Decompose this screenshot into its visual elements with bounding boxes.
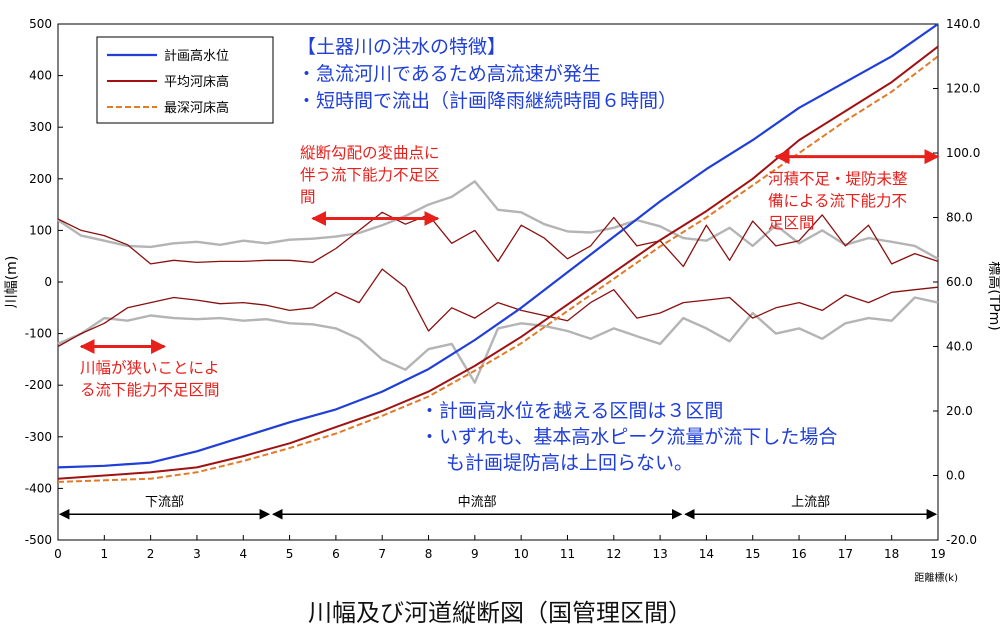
x-tick-label: 7: [378, 547, 386, 561]
x-tick-label: 6: [332, 547, 340, 561]
right-tick-label: 40.0: [946, 340, 973, 354]
right-tick-label: 100.0: [946, 146, 980, 160]
features-title: 【土器川の洪水の特徴】: [297, 36, 506, 58]
x-tick-label: 18: [884, 547, 899, 561]
river-width-line: [57, 296, 939, 384]
x-tick-label: 15: [745, 547, 760, 561]
red-note-mid-line-1: 縦断勾配の変曲点に: [300, 144, 440, 162]
right-tick-label: 20.0: [946, 404, 973, 418]
right-tick-label: 140.0: [946, 17, 980, 31]
x-tick-label: 13: [652, 547, 667, 561]
x-tick-label: 1: [100, 547, 108, 561]
right-tick-label: 0.0: [946, 469, 965, 483]
left-tick-label: 100: [29, 223, 52, 237]
legend: 計画高水位 平均河床高 最深河床高: [96, 36, 274, 124]
left-tick-label: 300: [29, 120, 52, 134]
left-tick-label: -400: [25, 481, 52, 495]
right-axis-ticks: 140.0 120.0 100.0 80.0 60.0 40.0 20.0 0.0 -20.0: [933, 17, 980, 547]
section-label: 上流部: [791, 495, 830, 510]
left-tick-label: -200: [25, 378, 52, 392]
section-arrows: 下流部 中流部 上流部: [58, 495, 938, 520]
section-label: 下流部: [145, 495, 184, 510]
left-tick-label: 500: [29, 17, 52, 31]
river-width-line: [57, 180, 939, 260]
deepest-bed-elevation-line: [57, 55, 939, 483]
x-axis-ticks: 0 1 2 3 4 5 6 7 8 9 10 11 12 13 14 15 16 17 18 19: [54, 535, 946, 561]
plan-high-water-level-line: [57, 23, 939, 469]
x-tick-label: 8: [425, 547, 433, 561]
x-tick-label: 4: [239, 547, 247, 561]
left-tick-label: -300: [25, 430, 52, 444]
right-tick-label: -20.0: [946, 533, 977, 547]
x-tick-label: 19: [930, 547, 945, 561]
section-label: 中流部: [458, 495, 497, 510]
x-tick-label: 2: [147, 547, 155, 561]
right-tick-label: 60.0: [946, 275, 973, 289]
x-tick-label: 16: [791, 547, 806, 561]
left-tick-label: 200: [29, 172, 52, 186]
x-tick-label: 3: [193, 547, 201, 561]
red-note-left-line-2: る流下能力不足区間: [80, 381, 220, 399]
legend-label-avg-bed: 平均河床高: [164, 74, 229, 90]
bottom-note-3: も計画堤防高は上回らない。: [446, 452, 693, 474]
right-tick-label: 120.0: [946, 82, 980, 96]
average-bed-elevation-line: [57, 45, 939, 480]
legend-label-deep-bed: 最深河床高: [164, 100, 229, 116]
bottom-note-1: ・計画高水位を越える区間は３区間: [420, 400, 723, 422]
x-tick-label: 5: [286, 547, 294, 561]
features-item-1: ・急流河川であるため高流速が発生: [297, 63, 601, 85]
left-tick-label: -100: [25, 327, 52, 341]
river-width-lines: [57, 180, 939, 384]
x-tick-label: 12: [606, 547, 621, 561]
x-axis-title: 距離標(k): [914, 571, 958, 584]
low-water-channel-line: [57, 211, 939, 268]
left-tick-label: -500: [25, 533, 52, 547]
red-note-right-line-2: 備による流下能力不: [768, 192, 907, 210]
x-tick-label: 14: [699, 547, 714, 561]
features-item-2: ・短時間で流出（計画降雨継続時間６時間）: [297, 90, 677, 112]
shortage-arrows: [79, 149, 940, 354]
low-water-channel-line: [57, 268, 939, 348]
x-tick-label: 0: [54, 547, 62, 561]
red-note-mid-line-2: 伴う流下能力不足区: [300, 166, 440, 184]
right-axis-title: 標高(TPm): [986, 261, 1000, 331]
left-tick-label: 400: [29, 69, 52, 83]
right-tick-label: 80.0: [946, 211, 973, 225]
bottom-note-2: ・いずれも、基本高水ピーク流量が流下した場合: [420, 426, 837, 448]
x-tick-label: 9: [471, 547, 479, 561]
red-note-right-line-3: 足区間: [768, 214, 815, 232]
low-water-channel-lines: [57, 211, 939, 348]
profile-lines: [57, 23, 939, 483]
red-note-right-line-1: 河積不足・堤防未整: [768, 170, 908, 188]
left-axis-ticks: 500 400 300 200 100 0 -100 -200 -300 -400 -500: [25, 17, 63, 547]
x-tick-label: 10: [514, 547, 529, 561]
red-note-mid-line-3: 間: [300, 188, 316, 206]
x-tick-label: 17: [838, 547, 853, 561]
red-note-left-line-1: 川幅が狭いことによ: [80, 359, 220, 377]
legend-label-plan-wl: 計画高水位: [164, 48, 229, 64]
left-tick-label: 0: [44, 275, 52, 289]
x-tick-label: 11: [560, 547, 575, 561]
left-axis-title: 川幅(m): [4, 256, 20, 309]
chart-title: 川幅及び河道縦断図（国管理区間）: [308, 599, 692, 627]
